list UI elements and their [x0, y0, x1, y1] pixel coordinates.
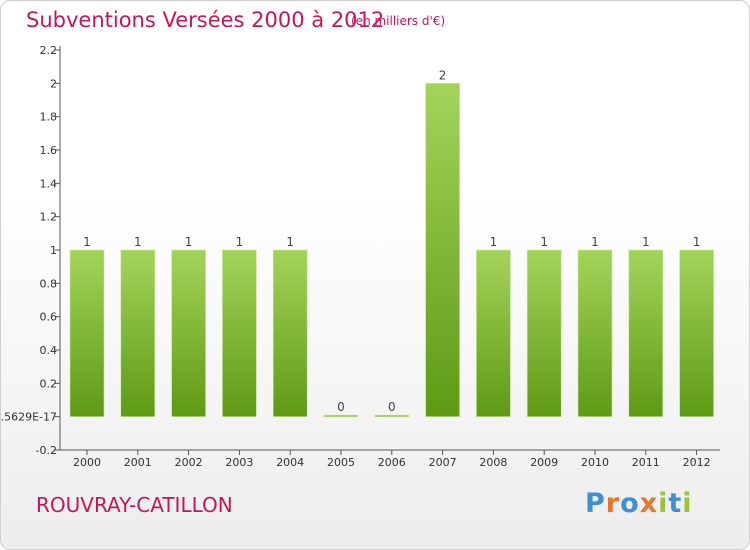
- data-label-2012: 1: [693, 235, 701, 249]
- brand-letter: x: [639, 488, 659, 519]
- y-tick-label: 1.6: [40, 144, 58, 157]
- y-tick-label: 1: [50, 244, 57, 257]
- bar-2008: [476, 249, 511, 417]
- x-tick-label-2010: 2010: [581, 456, 609, 469]
- y-tick-label: 0.6: [40, 311, 58, 324]
- bar-2000: [69, 249, 105, 417]
- bar-2003: [222, 249, 257, 417]
- data-label-2003: 1: [236, 235, 244, 249]
- x-tick-label-2002: 2002: [175, 456, 203, 469]
- x-tick-label-2011: 2011: [632, 456, 660, 469]
- y-tick-label: 2: [50, 77, 57, 90]
- y-tick-label: 1.2: [40, 211, 58, 224]
- x-tick-label-2012: 2012: [683, 456, 711, 469]
- bar-2007: [425, 83, 460, 417]
- y-tick-label: 1.8: [40, 111, 58, 124]
- x-tick-label-2001: 2001: [124, 456, 152, 469]
- data-label-2005: 0: [337, 400, 345, 414]
- x-tick-label-2005: 2005: [327, 456, 355, 469]
- y-tick-label: -1.5629E-17: [0, 411, 57, 424]
- data-label-2000: 1: [83, 235, 91, 249]
- x-tick-label-2003: 2003: [225, 456, 253, 469]
- chart-title: Subventions Versées 2000 à 2012: [26, 8, 385, 32]
- brand-letter: i: [658, 488, 669, 519]
- bar-2005: [323, 414, 359, 417]
- data-label-2001: 1: [134, 235, 142, 249]
- data-label-2008: 1: [490, 235, 498, 249]
- y-tick-label: -0.2: [36, 444, 57, 457]
- bar-2006: [374, 414, 410, 417]
- x-tick-label-2008: 2008: [479, 456, 507, 469]
- brand-letter: P: [585, 488, 606, 519]
- data-label-2009: 1: [540, 235, 548, 249]
- data-label-2007: 2: [439, 68, 447, 82]
- bar-2002: [171, 249, 206, 417]
- brand-logo: Proxiti: [585, 488, 693, 519]
- brand-letter: o: [620, 488, 640, 519]
- data-label-2010: 1: [591, 235, 599, 249]
- bar-2004: [272, 249, 308, 417]
- x-tick-label-2004: 2004: [276, 456, 304, 469]
- place-name: ROUVRAY-CATILLON: [36, 493, 233, 517]
- data-label-2002: 1: [185, 235, 193, 249]
- x-tick-label-2006: 2006: [378, 456, 406, 469]
- y-tick-label: 2.2: [40, 44, 58, 57]
- brand-letter: t: [668, 488, 683, 519]
- x-tick-label-2009: 2009: [530, 456, 558, 469]
- bar-2012: [679, 249, 714, 417]
- y-tick-label: 1.4: [40, 177, 58, 190]
- bar-2001: [120, 249, 156, 417]
- x-tick-label-2007: 2007: [429, 456, 457, 469]
- data-label-2006: 0: [388, 400, 396, 414]
- y-tick-label: 0.4: [40, 344, 58, 357]
- chart-unit-note: (en milliers d'€): [351, 14, 446, 28]
- x-tick-label-2000: 2000: [73, 456, 101, 469]
- data-label-2011: 1: [642, 235, 650, 249]
- bar-2010: [577, 249, 613, 417]
- bar-2011: [628, 249, 664, 417]
- brand-letter: r: [605, 488, 621, 519]
- y-tick-label: 0.2: [40, 377, 58, 390]
- brand-letter: i: [682, 488, 693, 519]
- data-label-2004: 1: [286, 235, 294, 249]
- y-tick-label: 0.8: [40, 277, 58, 290]
- bar-2009: [526, 249, 562, 417]
